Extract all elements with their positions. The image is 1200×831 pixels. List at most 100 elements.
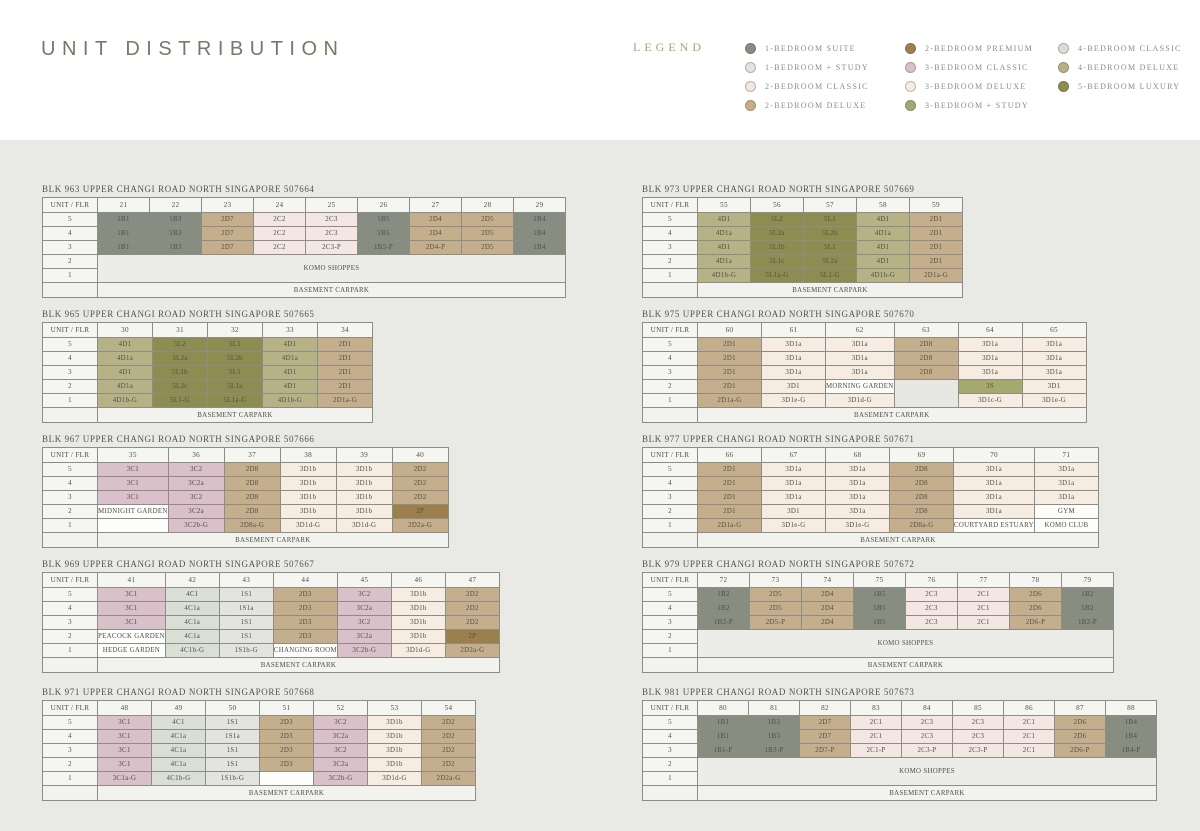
unit-cell: 4D1: [697, 212, 751, 227]
unit-cell: 3D1a: [1021, 337, 1087, 352]
unit-cell: 5L1: [207, 365, 263, 380]
unit-cell: 2D3: [259, 715, 314, 730]
stack-header: 71: [1033, 447, 1099, 463]
unit-table-971: UNIT / FLR 48 49 50 51 52 53 54 5 3C1 4C1 1S1 2D3 3C2…: [42, 700, 476, 801]
unit-cell: 3C2b-G: [336, 643, 392, 658]
stack-header: 86: [1003, 700, 1055, 716]
unit-cell: 1B5: [357, 212, 410, 227]
unit-cell: 3D1b: [335, 462, 393, 477]
legend-swatch-deluxe4: [1058, 61, 1069, 73]
unit-cell: 3S: [957, 379, 1023, 394]
unit-flr-header: UNIT / FLR: [642, 447, 698, 463]
legend-swatch-study: [745, 61, 756, 73]
unit-cell: 2D5: [461, 240, 514, 255]
unit-cell: 1S1a: [218, 601, 274, 616]
floor-label: 4: [642, 601, 698, 616]
unit-cell: 3D1a: [825, 462, 890, 477]
unit-cell: 2D7: [201, 240, 254, 255]
unit-cell: 2D5: [749, 587, 802, 602]
basement-cell: BASEMENT CARPARK: [97, 282, 566, 298]
unit-cell: 2D4: [409, 226, 462, 241]
basement-cell: BASEMENT CARPARK: [97, 532, 449, 548]
unit-flr-header: UNIT / FLR: [42, 572, 98, 588]
legend-item-label: 2-BEDROOM PREMIUM: [925, 43, 1034, 53]
unit-cell: 3C2b-G: [167, 518, 225, 533]
unit-cell: 3D1a: [761, 490, 826, 505]
stack-header: 54: [421, 700, 476, 716]
unit-cell: 2D4: [409, 212, 462, 227]
unit-table-977: UNIT / FLR 66 67 68 69 70 71 5 2D1 3D1a 3D1a 2D8 3D1…: [642, 447, 1099, 548]
unit-cell: 2D1: [317, 351, 373, 366]
unit-cell: 1S1: [205, 757, 260, 772]
unit-cell: 3D1a: [825, 365, 895, 380]
stack-header: 31: [152, 322, 208, 338]
legend-item-luxury5: 5-BEDROOM LUXURY: [1058, 78, 1180, 94]
unit-cell: 5L1-G: [803, 268, 857, 283]
stack-header: 27: [409, 197, 462, 213]
amenity-cell: MORNING GARDEN: [825, 379, 895, 394]
legend-swatch-study3: [905, 99, 916, 111]
unit-cell: 2D8: [223, 504, 281, 519]
unit-cell: 3C2b-G: [313, 771, 368, 786]
block-title: BLK 963 UPPER CHANGI ROAD NORTH SINGAPOR…: [42, 184, 315, 194]
unit-cell: 2C3: [952, 729, 1004, 744]
unit-cell: 5L2a: [750, 226, 804, 241]
floor-label: 3: [642, 743, 698, 758]
block-975: BLK 975 UPPER CHANGI ROAD NORTH SINGAPOR…: [642, 309, 1087, 423]
stack-header: 81: [748, 700, 800, 716]
unit-cell: 3D1b: [367, 715, 422, 730]
block-title: BLK 979 UPPER CHANGI ROAD NORTH SINGAPOR…: [642, 559, 915, 569]
unit-cell: 2D8a-G: [223, 518, 281, 533]
stack-header: 33: [262, 322, 318, 338]
floor-label: 2: [42, 379, 98, 394]
unit-cell: 3D1b: [335, 504, 393, 519]
unit-cell: 2D1: [697, 365, 762, 380]
unit-cell: 1B5-P: [357, 240, 410, 255]
amenity-cell: [97, 518, 169, 533]
unit-cell: 4D1a: [856, 226, 910, 241]
stack-header: 34: [317, 322, 373, 338]
unit-cell: 2C3-P: [952, 743, 1004, 758]
unit-cell: 2D1: [909, 212, 963, 227]
floor-label: 4: [42, 601, 98, 616]
basement-cell: BASEMENT CARPARK: [697, 532, 1099, 548]
floor-label: 5: [42, 337, 98, 352]
floor-label: 1: [42, 393, 98, 408]
unit-cell: 5L1: [207, 337, 263, 352]
unit-flr-header: UNIT / FLR: [42, 700, 98, 716]
unit-cell: 3D1a: [825, 490, 890, 505]
stack-header: 36: [167, 447, 225, 463]
merged-amenity-cell: KOMO SHOPPES: [97, 254, 566, 283]
unit-cell: 2D1: [697, 337, 762, 352]
floor-label: 4: [642, 476, 698, 491]
floor-label: 5: [642, 587, 698, 602]
unit-cell: 2D4-P: [409, 240, 462, 255]
stack-header: 74: [801, 572, 854, 588]
unit-cell: 4D1b-G: [97, 393, 153, 408]
stack-header: 46: [390, 572, 446, 588]
unit-cell: 2D2: [391, 462, 449, 477]
unit-cell: 2C3: [905, 601, 958, 616]
unit-cell: 3C2: [167, 462, 225, 477]
unit-cell: 3D1e-G: [825, 518, 890, 533]
stack-header: 88: [1105, 700, 1157, 716]
unit-cell: 1B2-P: [697, 615, 750, 630]
unit-table-981: UNIT / FLR 80 81 82 83 84 85 86 87 88 5 1B1 1B3 2D7 2C…: [642, 700, 1157, 801]
unit-cell: 2D2a-G: [391, 518, 449, 533]
unit-cell: 2C3: [305, 212, 358, 227]
floor-label: 4: [42, 729, 98, 744]
legend-label: LEGEND: [633, 40, 705, 54]
floor-label: 5: [42, 715, 98, 730]
unit-cell: 1S1: [205, 743, 260, 758]
block-963: BLK 963 UPPER CHANGI ROAD NORTH SINGAPOR…: [42, 184, 566, 298]
unit-cell: 2D3: [259, 757, 314, 772]
unit-cell: 3D1a: [953, 504, 1035, 519]
unit-cell: 4D1a: [97, 379, 153, 394]
unit-cell: 2C2: [253, 240, 306, 255]
legend-item-label: 2-BEDROOM CLASSIC: [765, 81, 869, 91]
basement-cell: BASEMENT CARPARK: [697, 785, 1157, 801]
unit-cell: 4C1b-G: [164, 643, 220, 658]
unit-cell: 1B2-P: [1061, 615, 1114, 630]
unit-cell: 4D1: [262, 365, 318, 380]
unit-cell: 5L1a: [207, 379, 263, 394]
